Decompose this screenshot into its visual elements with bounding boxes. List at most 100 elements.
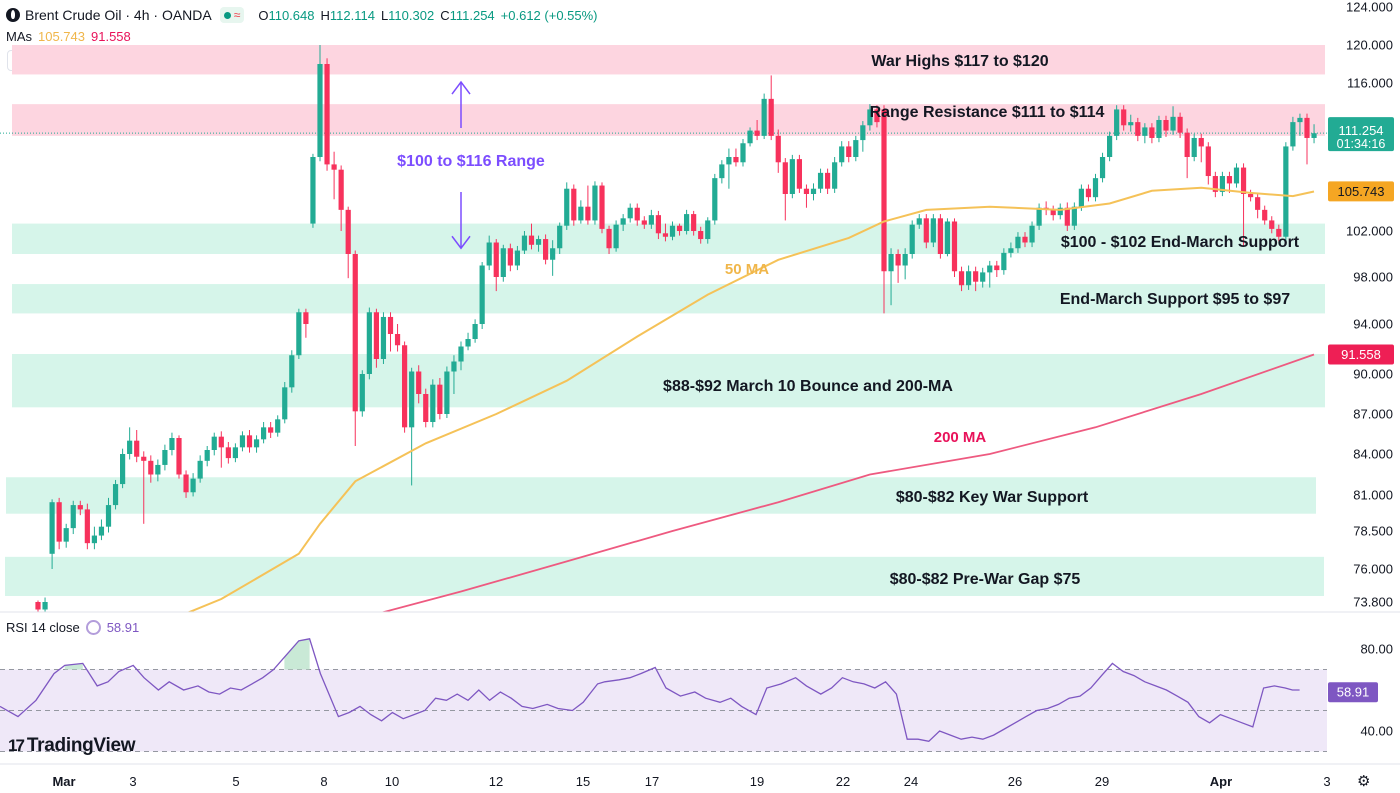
candle-body [1008, 248, 1014, 253]
candle-body [1001, 252, 1007, 271]
candle-body [98, 526, 105, 536]
candle-body [698, 231, 704, 240]
candle-body [218, 436, 224, 448]
brent-logo-icon [6, 8, 20, 22]
candle-body [42, 602, 48, 610]
candle-body [366, 312, 372, 374]
candle-body [120, 454, 126, 485]
candle-body [726, 157, 732, 165]
candle-body [1170, 116, 1176, 131]
zone-1 [12, 45, 1325, 75]
candle-body [973, 271, 979, 282]
candle-body [620, 218, 626, 225]
live-dot-icon [223, 11, 231, 19]
candle-body [1248, 194, 1254, 198]
candle-body [63, 528, 69, 542]
candle-body [479, 265, 485, 324]
ma50-badge-value: 105.743 [1338, 184, 1385, 199]
zone-3 [12, 223, 1325, 254]
candle-body [345, 209, 351, 254]
zone-6 [6, 477, 1316, 514]
candle-body [796, 159, 802, 189]
candle-body [747, 130, 753, 144]
rsi-tick-label: 40.00 [1360, 724, 1393, 739]
candle-body [465, 339, 471, 347]
candle-body [402, 345, 408, 428]
moving-averages-legend[interactable]: MAs 105.743 91.558 [6, 29, 131, 44]
candle-body [613, 224, 619, 249]
candle-body [416, 371, 422, 394]
candle-body [458, 346, 464, 362]
candle-body [535, 239, 542, 245]
candle-body [655, 215, 661, 234]
zone-label-4: End-March Support $95 to $97 [1060, 291, 1290, 308]
candle-body [127, 440, 133, 454]
candle-body [211, 436, 217, 450]
open-label: O [258, 7, 269, 23]
candle-body [437, 384, 443, 414]
symbol-title[interactable]: Brent Crude Oil · 4h · OANDA [25, 7, 212, 23]
tradingview-logo[interactable]: 17 TradingView [8, 735, 136, 757]
time-tick-label: 22 [836, 774, 850, 789]
candle-body [1184, 132, 1190, 157]
candle-body [1121, 109, 1127, 126]
candle-body [451, 361, 457, 372]
price-tick-label: 84.000 [1353, 447, 1393, 462]
price-tick-label: 98.000 [1353, 270, 1393, 285]
candle-body [853, 140, 859, 157]
zone-label-3: $100 - $102 End-March Support [1061, 234, 1300, 251]
candle-body [1177, 116, 1183, 133]
price-tick-label: 124.000 [1346, 0, 1393, 15]
gear-icon[interactable]: ⚙ [1357, 773, 1371, 790]
candle-body [56, 502, 62, 542]
candle-body [740, 143, 746, 163]
zone-label-1: War Highs $117 to $120 [871, 53, 1048, 70]
candle-body [937, 218, 943, 254]
candle-body [352, 254, 358, 412]
status-indicator[interactable]: ≈ [219, 7, 245, 23]
candle-body [775, 135, 781, 163]
time-tick-label: 3 [1323, 774, 1330, 789]
ma200-line [380, 353, 1315, 612]
candle-body [380, 316, 387, 359]
candle-body [634, 207, 640, 221]
candle-body [923, 218, 929, 243]
ma50-badge [1328, 181, 1394, 202]
candle-body [860, 125, 866, 141]
candle-body [578, 206, 584, 221]
candle-body [289, 355, 295, 388]
candle-body [888, 254, 894, 272]
candle-body [246, 435, 253, 448]
candle-body [1163, 120, 1169, 131]
candle-body [676, 225, 683, 231]
candle-body [543, 239, 549, 260]
rsi-legend[interactable]: RSI 14 close 58.91 [6, 620, 139, 635]
candle-body [994, 265, 1000, 271]
candle-body [881, 109, 887, 272]
candle-body [239, 435, 246, 448]
candle-body [324, 64, 330, 165]
candle-body [944, 221, 951, 254]
candle-body [867, 109, 873, 126]
zone-5 [12, 354, 1325, 408]
candle-body [303, 312, 309, 324]
rsi-settings-icon[interactable] [85, 620, 101, 635]
candle-body [966, 271, 972, 286]
candle-body [930, 218, 936, 243]
candle-body [1149, 127, 1155, 138]
candle-body [1071, 206, 1077, 226]
candle-body [148, 460, 154, 475]
candle-body [550, 248, 556, 260]
mas-label: MAs [6, 29, 32, 44]
price-tick-label: 76.000 [1353, 562, 1393, 577]
rsi-badge [1328, 682, 1378, 703]
candle-body [874, 109, 880, 123]
candle-body [719, 164, 725, 179]
ma200-badge-value: 91.558 [1341, 347, 1381, 362]
candle-body [232, 447, 238, 459]
zone-4 [12, 284, 1325, 314]
candle-body [141, 456, 147, 461]
candle-body [1085, 188, 1092, 198]
candle-body [1226, 176, 1233, 184]
